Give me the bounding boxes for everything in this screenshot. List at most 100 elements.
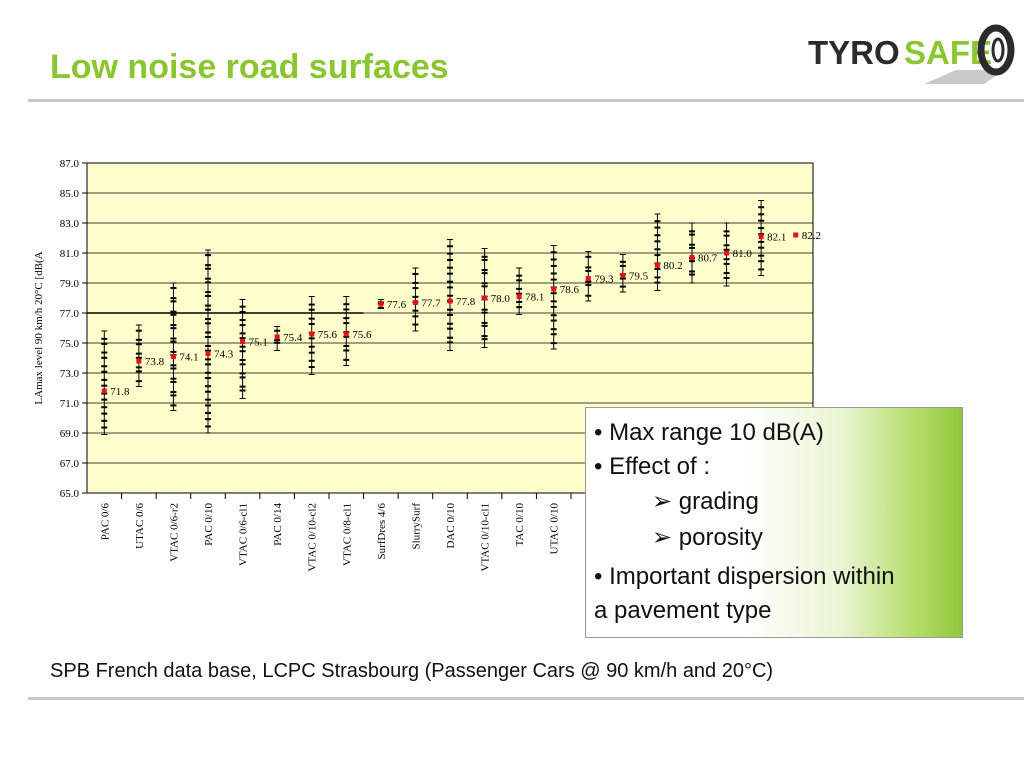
data-point	[205, 277, 211, 280]
x-tick-label: SlurrySurf	[410, 503, 422, 550]
data-point	[343, 344, 350, 347]
data-point	[412, 281, 419, 284]
data-point	[550, 272, 557, 275]
data-point	[654, 234, 661, 237]
data-point	[205, 377, 211, 380]
data-point	[758, 260, 765, 263]
data-point	[205, 281, 211, 284]
y-tick-label: 83.0	[60, 218, 80, 230]
mean-marker	[724, 250, 730, 256]
mean-label: 77.7	[421, 298, 441, 310]
mean-label: 75.6	[352, 329, 372, 341]
data-point	[205, 371, 211, 374]
data-point	[170, 380, 177, 383]
data-point	[135, 329, 142, 332]
data-point	[516, 274, 523, 277]
data-point	[481, 272, 488, 275]
data-point	[308, 366, 315, 369]
y-axis-label: LAmax level 90 km/h 20°C [dB(A	[33, 251, 45, 404]
data-point	[205, 390, 211, 393]
data-point	[481, 321, 488, 324]
data-point	[101, 370, 108, 373]
data-point	[654, 220, 661, 223]
bullet-dispersion: • Important dispersion within	[594, 563, 895, 590]
data-point	[447, 308, 453, 311]
data-point	[758, 268, 765, 271]
data-point	[654, 226, 661, 229]
data-point	[447, 286, 453, 289]
data-point	[412, 287, 419, 290]
data-point	[550, 314, 557, 317]
data-point	[170, 327, 177, 330]
mean-label: 73.8	[145, 356, 165, 368]
y-tick-label: 79.0	[60, 278, 80, 290]
data-point	[758, 227, 765, 230]
data-point	[723, 234, 730, 237]
data-point	[585, 269, 592, 272]
data-point	[205, 398, 211, 401]
data-point	[239, 311, 246, 314]
mean-label: 82.2	[802, 230, 821, 242]
data-point	[239, 376, 246, 379]
data-point	[447, 341, 453, 344]
data-point	[343, 335, 350, 338]
mean-label: 78.1	[525, 292, 544, 304]
data-point	[308, 303, 315, 306]
data-point	[239, 372, 246, 375]
data-point	[308, 317, 315, 320]
data-point	[101, 356, 108, 359]
data-point	[550, 342, 557, 345]
mean-marker	[240, 339, 246, 344]
data-point	[723, 262, 730, 265]
x-tick-label: DAC 0/10	[445, 503, 457, 549]
mean-label: 80.2	[663, 260, 682, 272]
mean-label: 80.7	[698, 253, 718, 265]
data-point	[170, 324, 177, 327]
data-point	[170, 313, 177, 316]
data-point	[412, 272, 419, 275]
data-point	[205, 291, 211, 294]
data-point	[412, 323, 419, 326]
sub-bullet-porosity: ➢ porosity	[594, 520, 962, 556]
data-point	[481, 324, 488, 327]
data-point	[654, 281, 661, 284]
data-point	[758, 246, 765, 249]
mean-label: 74.1	[179, 352, 198, 364]
data-point	[170, 340, 177, 343]
data-point	[101, 392, 108, 395]
data-point	[723, 230, 730, 233]
data-point	[516, 292, 523, 295]
data-point	[239, 385, 246, 388]
data-point	[585, 255, 592, 258]
mean-label: 74.3	[214, 349, 234, 361]
data-point	[516, 287, 523, 290]
data-point	[550, 300, 557, 303]
data-point	[481, 335, 488, 338]
data-point	[205, 418, 211, 421]
y-tick-label: 71.0	[60, 398, 80, 410]
mean-label: 79.3	[594, 274, 614, 286]
data-point	[447, 258, 453, 261]
bullet-box: • Max range 10 dB(A) • Effect of : ➢ gra…	[585, 407, 963, 638]
data-point	[101, 426, 108, 429]
data-point	[654, 254, 661, 257]
mean-marker	[482, 295, 488, 301]
bottom-rule	[28, 697, 1024, 700]
caption: SPB French data base, LCPC Strasbourg (P…	[50, 660, 774, 682]
data-point	[585, 284, 592, 287]
x-tick-label: UTAC 0/10	[549, 503, 561, 555]
data-point	[654, 248, 661, 251]
sub-bullet-grading: ➢ grading	[594, 484, 962, 520]
data-point	[585, 280, 592, 283]
data-point	[101, 365, 108, 368]
data-point	[516, 306, 523, 309]
data-point	[481, 269, 488, 272]
data-point	[308, 337, 315, 340]
data-point	[274, 339, 281, 342]
y-tick-label: 85.0	[60, 188, 80, 200]
data-point	[654, 276, 661, 279]
x-tick-label: PAC 0/6	[99, 503, 111, 541]
data-point	[654, 267, 661, 270]
data-point	[101, 412, 108, 415]
data-point	[239, 389, 246, 392]
